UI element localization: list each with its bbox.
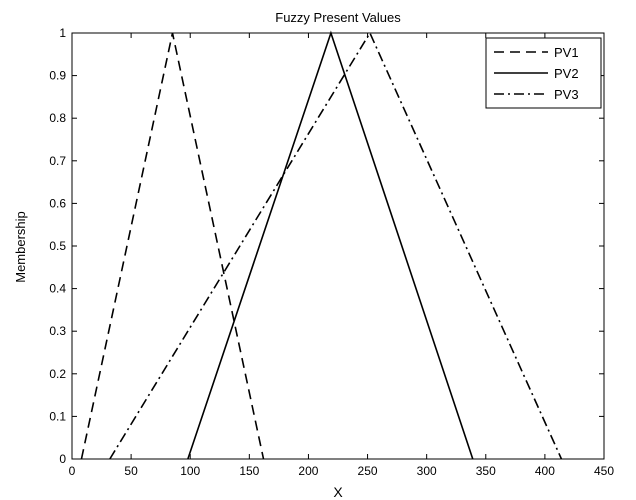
y-tick-label: 0.3 (49, 324, 66, 338)
y-tick-label: 0.2 (49, 367, 66, 381)
chart-title: Fuzzy Present Values (275, 10, 401, 25)
x-tick-label: 0 (69, 464, 76, 478)
y-tick-label: 0.7 (49, 154, 66, 168)
x-tick-label: 50 (124, 464, 138, 478)
y-axis-label: Membership (13, 211, 28, 283)
x-tick-label: 100 (180, 464, 200, 478)
y-tick-label: 0.6 (49, 196, 66, 210)
ticks-layer: 0 50 100 150 200 250 300 350 400 450 0 0.1 0.2 0.3 0.4… (49, 26, 614, 478)
x-tick-label: 300 (417, 464, 437, 478)
y-tick-label: 0 (59, 452, 66, 466)
x-tick-label: 250 (358, 464, 378, 478)
y-tick-label: 0.8 (49, 111, 66, 125)
y-tick-label: 0.4 (49, 282, 66, 296)
x-tick-label: 450 (594, 464, 614, 478)
y-tick-label: 0.1 (49, 409, 66, 423)
plot-frame (71, 32, 605, 460)
legend-label-pv2: PV2 (554, 66, 579, 81)
x-tick-label: 350 (476, 464, 496, 478)
y-tick-label: 0.9 (49, 69, 66, 83)
x-tick-label: 150 (239, 464, 259, 478)
series-line-pv3 (109, 31, 563, 460)
y-tick-label: 1 (59, 26, 66, 40)
y-tick-label: 0.5 (49, 239, 66, 253)
x-axis-label: X (333, 484, 343, 500)
x-tick-label: 400 (535, 464, 555, 478)
legend: PV1 PV2 PV3 (485, 37, 602, 109)
legend-label-pv3: PV3 (554, 87, 579, 102)
legend-label-pv1: PV1 (554, 45, 579, 60)
x-tick-label: 200 (298, 464, 318, 478)
